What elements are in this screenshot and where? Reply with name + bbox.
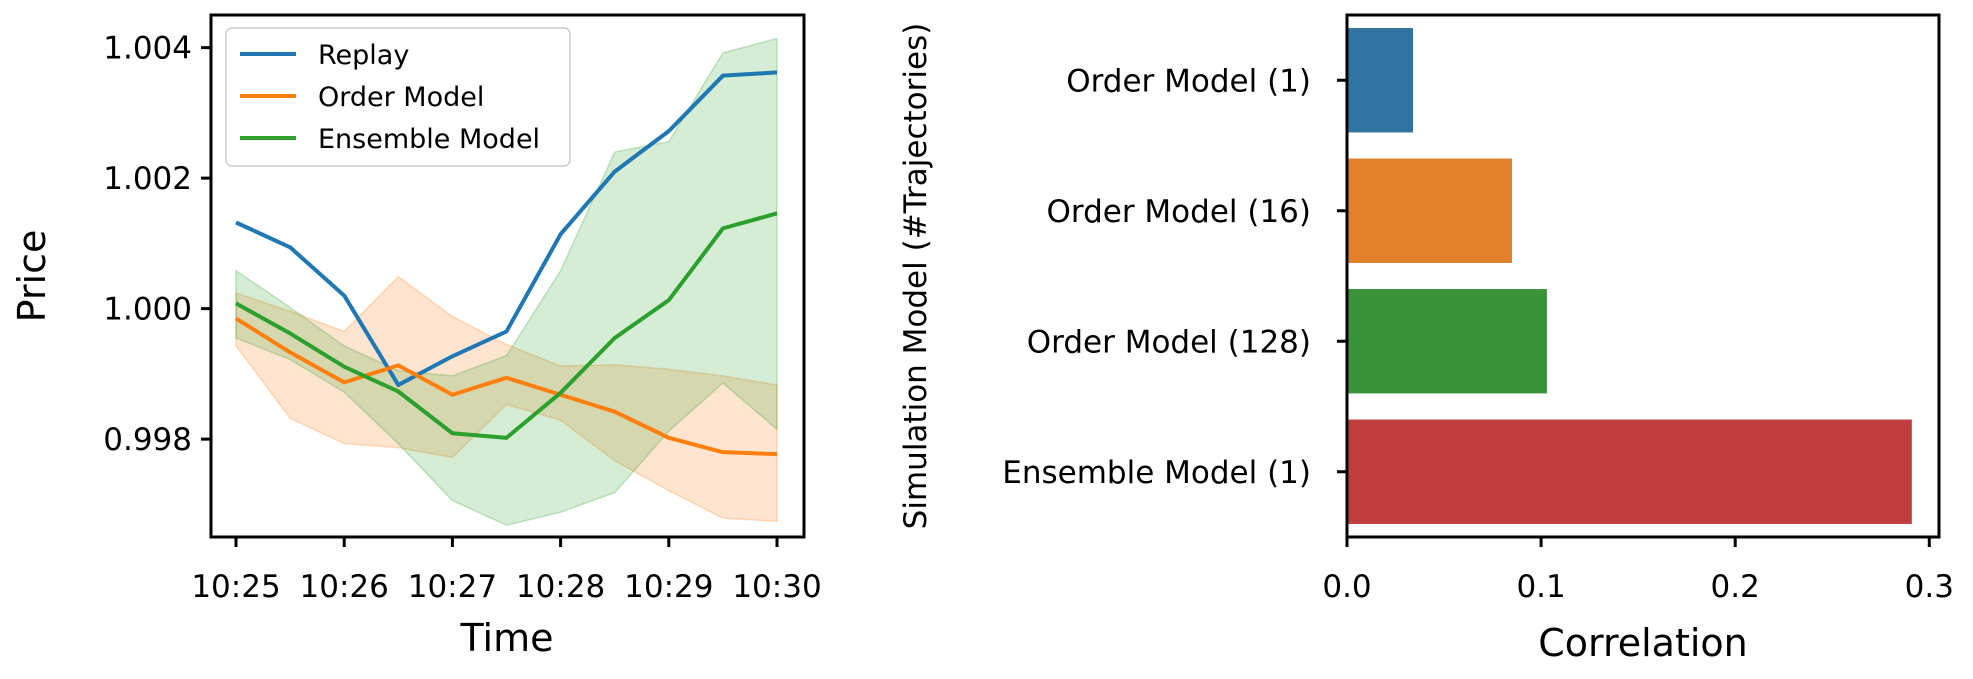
left-x-ticks: 10:25 10:26 10:27 10:28 10:29 10:30	[191, 537, 822, 605]
left-y-ticks: 0.998 1.000 1.002 1.004	[103, 31, 211, 458]
left-y-tick-label: 1.002	[103, 161, 192, 197]
right-x-tick-label: 0.3	[1905, 569, 1954, 605]
right-plot-frame	[1345, 13, 1941, 539]
left-x-tick-label: 10:27	[408, 569, 497, 605]
order-model-line	[234, 316, 778, 457]
replay-line	[235, 70, 778, 387]
left-x-axis-label: Time	[460, 616, 554, 660]
left-y-tick-label: 1.004	[103, 31, 192, 67]
right-x-tick-label: 0.1	[1516, 569, 1565, 605]
right-x-tick-label: 0.2	[1711, 569, 1760, 605]
correlation-bar-chart: 0.0 0.1 0.2 0.3 Order Model (1)Order Model …	[898, 13, 1954, 665]
bars	[1347, 28, 1912, 524]
bar	[1347, 289, 1547, 394]
right-x-ticks: 0.0 0.1 0.2 0.3	[1322, 537, 1954, 605]
bar	[1347, 158, 1512, 263]
legend-label-replay: Replay	[318, 40, 409, 71]
ensemble-model-line	[235, 211, 778, 440]
right-y-tick-label: Order Model (16)	[1046, 194, 1311, 230]
bar	[1347, 28, 1413, 133]
left-y-axis-label: Price	[10, 230, 54, 323]
left-plot-frame	[209, 13, 806, 539]
legend-box	[225, 27, 571, 167]
left-x-tick-label: 10:26	[300, 569, 389, 605]
right-y-ticks: Order Model (1) Order Model (16) Order Mod…	[1002, 63, 1347, 491]
right-y-tick-label: Ensemble Model (1)	[1002, 455, 1311, 491]
left-y-tick-label: 1.000	[103, 292, 192, 328]
bar	[1347, 419, 1912, 524]
series-lines	[234, 70, 778, 457]
price-line-chart: 10:25 10:26 10:27 10:28 10:29 10:30 0.998 1.00…	[10, 13, 822, 660]
left-x-tick-label: 10:29	[624, 569, 713, 605]
right-x-tick-label: 0.0	[1322, 569, 1371, 605]
legend-label-ensemble-model: Ensemble Model	[318, 124, 540, 155]
right-y-tick-label: Order Model (1)	[1066, 63, 1311, 99]
left-x-tick-label: 10:25	[191, 569, 280, 605]
legend-items: Replay Order Model Ensemble Model	[240, 40, 540, 155]
ensemble-model-band	[235, 37, 778, 527]
left-x-tick-label: 10:30	[732, 569, 821, 605]
legend-label-order-model: Order Model	[318, 82, 484, 113]
left-y-tick-label: 0.998	[103, 422, 192, 458]
right-x-axis-label: Correlation	[1538, 621, 1748, 665]
left-x-tick-label: 10:28	[516, 569, 605, 605]
right-y-tick-label: Order Model (128)	[1027, 324, 1311, 360]
right-y-axis-label: Simulation Model (#Trajectories)	[898, 23, 934, 530]
legend: Replay Order Model Ensemble Model	[225, 27, 571, 167]
